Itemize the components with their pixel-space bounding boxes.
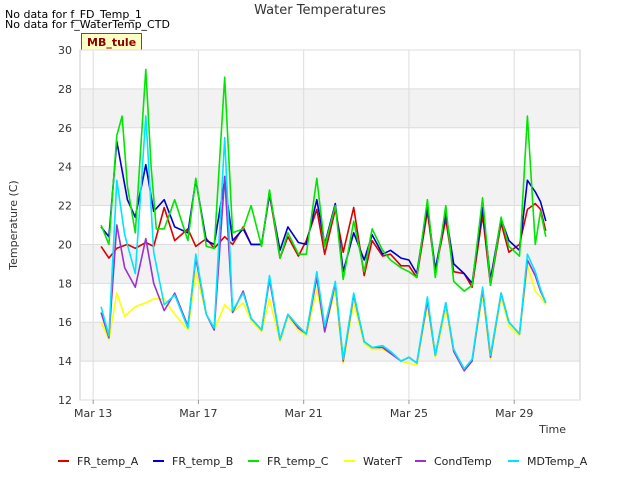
legend-label: WaterT: [363, 455, 403, 468]
y-tick-label: 26: [58, 122, 72, 135]
x-tick-label: Mar 25: [390, 407, 428, 420]
grid-band: [80, 166, 580, 206]
legend-label: FR_temp_B: [172, 455, 233, 468]
site-badge: MB_tule: [81, 33, 143, 52]
y-tick-label: 14: [58, 355, 72, 368]
no-data-note-1: No data for f_FD_Temp_1: [5, 8, 142, 21]
legend-label: MDTemp_A: [527, 455, 588, 468]
y-tick-label: 30: [58, 44, 72, 57]
legend-label: FR_temp_A: [77, 455, 139, 468]
y-tick-label: 24: [58, 161, 72, 174]
y-tick-label: 18: [58, 277, 72, 290]
legend-item-watert: WaterT: [344, 455, 403, 468]
grid-band: [80, 361, 580, 400]
x-tick-label: Mar 21: [285, 407, 323, 420]
y-tick-label: 20: [58, 238, 72, 251]
y-tick-label: 12: [58, 394, 72, 407]
y-tick-label: 28: [58, 83, 72, 96]
legend-label: FR_temp_C: [267, 455, 329, 468]
legend-label: CondTemp: [434, 455, 492, 468]
grid-band: [80, 127, 580, 167]
legend-item-fr-temp-c: FR_temp_C: [248, 455, 329, 468]
legend-item-fr-temp-a: FR_temp_A: [58, 455, 139, 468]
legend-item-mdtemp-a: MDTemp_A: [508, 455, 588, 468]
x-tick-label: Mar 17: [179, 407, 217, 420]
legend-item-condtemp: CondTemp: [415, 455, 492, 468]
x-axis-label: Time: [538, 423, 566, 436]
chart-title: Water Temperatures: [254, 3, 386, 18]
no-data-note-2: No data for f_WaterTemp_CTD: [5, 18, 170, 31]
x-tick-label: Mar 13: [74, 407, 112, 420]
y-axis-label: Temperature (C): [7, 180, 20, 270]
legend-item-fr-temp-b: FR_temp_B: [153, 455, 233, 468]
grid-band: [80, 322, 580, 362]
y-tick-label: 22: [58, 200, 72, 213]
grid-band: [80, 88, 580, 128]
series-line-fr-temp-c: [100, 68, 547, 292]
x-tick-label: Mar 29: [495, 407, 533, 420]
grid-band: [80, 244, 580, 284]
series-line-mdtemp-a: [100, 115, 547, 370]
y-tick-label: 16: [58, 316, 72, 329]
series-line-fr-temp-a: [100, 193, 547, 288]
grid-band: [80, 50, 580, 89]
